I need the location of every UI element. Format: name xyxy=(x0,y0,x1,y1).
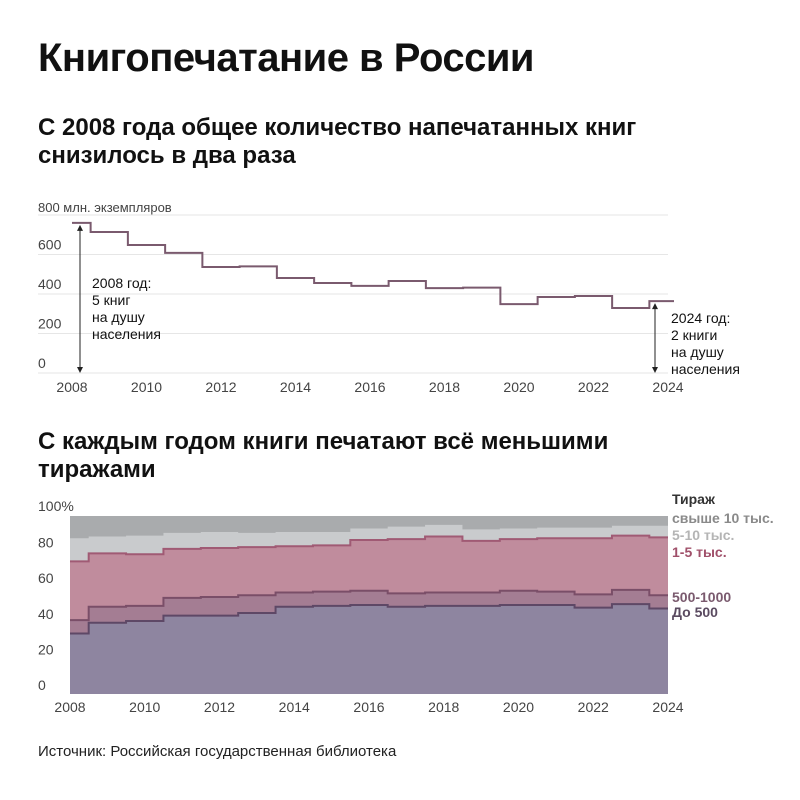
page-title: Книгопечатание в России xyxy=(38,36,535,80)
annotation-text: на душу xyxy=(92,309,145,325)
annotation-text: на душу xyxy=(671,344,724,360)
legend-label: 500-1000 xyxy=(672,589,731,605)
y-tick-label: 0 xyxy=(38,355,46,371)
annotation-text: населения xyxy=(671,361,740,377)
y-tick-label: 40 xyxy=(38,606,54,622)
annotation-text: 2 книги xyxy=(671,327,717,343)
x-tick-label: 2016 xyxy=(353,699,384,715)
x-tick-label: 2024 xyxy=(652,379,683,395)
arrow-head-icon xyxy=(652,303,658,310)
x-tick-label: 2016 xyxy=(354,379,385,395)
x-tick-label: 2024 xyxy=(652,699,683,715)
subtitle-line: снизилось в два раза xyxy=(38,142,296,169)
x-tick-label: 2014 xyxy=(279,699,310,715)
subtitle-line: С 2008 года общее количество напечатанны… xyxy=(38,114,637,141)
legend-label: свыше 10 тыс. xyxy=(672,510,774,526)
x-tick-label: 2022 xyxy=(578,379,609,395)
arrow-head-icon xyxy=(77,224,83,231)
x-tick-label: 2008 xyxy=(54,699,85,715)
legend-label: До 500 xyxy=(672,604,718,620)
series-line xyxy=(70,603,668,635)
series-line xyxy=(70,534,668,563)
annotation-text: 2024 год: xyxy=(671,310,730,326)
y-tick-label: 400 xyxy=(38,276,62,292)
y-tick-label: 200 xyxy=(38,316,62,332)
y-axis-label: 800 млн. экземпляров xyxy=(38,200,172,215)
legend-label: 5-10 тыс. xyxy=(672,527,734,543)
x-tick-label: 2012 xyxy=(205,379,236,395)
annotation-text: 2008 год: xyxy=(92,275,151,291)
legend-label: 1-5 тыс. xyxy=(672,544,727,560)
arrow-head-icon xyxy=(77,367,83,373)
x-tick-label: 2008 xyxy=(56,379,87,395)
chart2-subtitle: С каждым годом книги печатают всё меньши… xyxy=(38,428,778,484)
subtitle-line: тиражами xyxy=(38,456,156,483)
source-note: Источник: Российская государственная биб… xyxy=(38,743,397,760)
x-tick-label: 2014 xyxy=(280,379,311,395)
y-tick-label: 0 xyxy=(38,677,46,693)
chart1-subtitle: С 2008 года общее количество напечатанны… xyxy=(38,114,778,170)
legend-title: Тираж xyxy=(672,491,716,507)
series-line xyxy=(70,588,668,622)
y-tick-label: 20 xyxy=(38,641,54,657)
y-tick-label: 80 xyxy=(38,535,54,551)
series-line xyxy=(72,221,674,310)
x-tick-label: 2022 xyxy=(578,699,609,715)
subtitle-line: С каждым годом книги печатают всё меньши… xyxy=(38,428,609,455)
x-tick-label: 2010 xyxy=(131,379,162,395)
x-tick-label: 2020 xyxy=(503,379,534,395)
x-tick-label: 2020 xyxy=(503,699,534,715)
annotation-text: 5 книг xyxy=(92,292,130,308)
y-tick-label: 100% xyxy=(38,498,74,514)
arrow-head-icon xyxy=(652,367,658,373)
x-tick-label: 2018 xyxy=(428,699,459,715)
y-tick-label: 600 xyxy=(38,237,62,253)
x-tick-label: 2010 xyxy=(129,699,160,715)
area-До-500 xyxy=(70,604,668,694)
x-tick-label: 2012 xyxy=(204,699,235,715)
annotation-text: населения xyxy=(92,326,161,342)
x-tick-label: 2018 xyxy=(429,379,460,395)
y-tick-label: 60 xyxy=(38,570,54,586)
